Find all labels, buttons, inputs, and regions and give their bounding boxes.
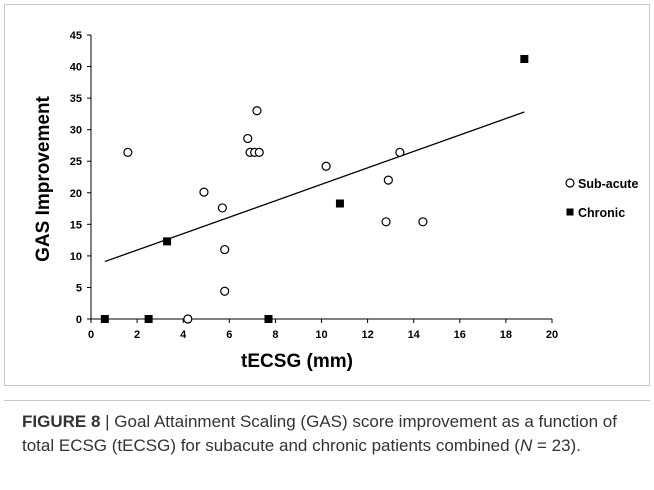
x-tick-label: 16: [454, 329, 466, 341]
chronic-point: [163, 237, 171, 245]
data-points: [101, 55, 529, 323]
sub-acute-point: [244, 135, 252, 143]
x-axis-label: tECSG (mm): [241, 351, 353, 372]
sub-acute-point: [396, 148, 404, 156]
x-tick-label: 10: [315, 329, 327, 341]
sub-acute-point: [221, 287, 229, 295]
x-tick-label: 12: [361, 329, 373, 341]
sub-acute-point: [218, 204, 226, 212]
figure-caption: FIGURE 8 | Goal Attainment Scaling (GAS)…: [22, 410, 642, 458]
sub-acute-point: [124, 148, 132, 156]
figure-label: FIGURE 8: [22, 412, 100, 431]
sub-acute-point: [382, 218, 390, 226]
chronic-point: [101, 315, 109, 323]
sub-acute-point: [255, 148, 263, 156]
y-tick-label: 5: [76, 282, 82, 294]
chronic-point: [520, 55, 528, 63]
y-tick-label: 20: [70, 188, 82, 200]
legend: Sub-acute Chronic: [566, 177, 638, 220]
sub-acute-point: [384, 176, 392, 184]
y-axis-ticks: 0 5 10 15 20 25 30 35 40 45: [70, 30, 91, 326]
x-tick-label: 4: [180, 329, 187, 341]
y-tick-label: 10: [70, 251, 82, 263]
sub-acute-point: [322, 162, 330, 170]
caption-n-symbol: N: [520, 436, 532, 455]
y-tick-label: 15: [70, 219, 82, 231]
figure-frame: 0 2 4 6 8 10 12 14 16 18 20 0 5 10 15 20 25 30 35 40 45 tEC…: [4, 4, 650, 386]
x-tick-label: 6: [226, 329, 232, 341]
y-tick-label: 0: [76, 314, 82, 326]
sub-acute-point: [419, 218, 427, 226]
sub-acute-point: [184, 315, 192, 323]
legend-label-chronic: Chronic: [578, 206, 625, 220]
y-tick-label: 25: [70, 156, 82, 168]
chronic-point: [145, 315, 153, 323]
legend-marker-sub-acute: [566, 179, 574, 187]
caption-n-value: = 23).: [532, 436, 581, 455]
y-tick-label: 40: [70, 62, 82, 74]
x-tick-label: 0: [88, 329, 94, 341]
scatter-chart: 0 2 4 6 8 10 12 14 16 18 20 0 5 10 15 20 25 30 35 40 45 tEC…: [5, 5, 651, 387]
legend-marker-chronic: [567, 209, 574, 216]
x-tick-label: 8: [272, 329, 278, 341]
y-tick-label: 45: [70, 30, 82, 42]
x-tick-label: 20: [546, 329, 558, 341]
legend-label-sub-acute: Sub-acute: [578, 177, 638, 191]
y-tick-label: 35: [70, 93, 82, 105]
y-axis-label: GAS Improvement: [33, 95, 54, 261]
chronic-point: [336, 200, 344, 208]
sub-acute-point: [253, 107, 261, 115]
x-axis-ticks: 0 2 4 6 8 10 12 14 16 18 20: [88, 319, 558, 341]
chronic-point: [264, 315, 272, 323]
y-tick-label: 30: [70, 125, 82, 137]
sub-acute-point: [200, 188, 208, 196]
x-tick-label: 14: [408, 329, 421, 341]
caption-divider: [4, 400, 650, 401]
x-tick-label: 18: [500, 329, 512, 341]
x-tick-label: 2: [134, 329, 140, 341]
sub-acute-point: [221, 246, 229, 254]
axes: [91, 35, 552, 319]
